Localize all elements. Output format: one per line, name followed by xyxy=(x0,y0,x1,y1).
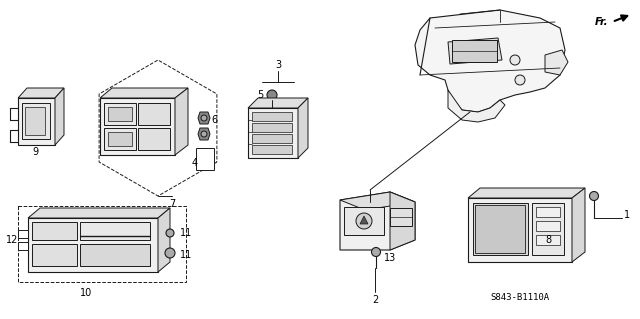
Bar xyxy=(18,230,28,238)
Polygon shape xyxy=(415,10,565,112)
Text: 13: 13 xyxy=(384,253,396,263)
Polygon shape xyxy=(248,108,298,158)
Text: 8: 8 xyxy=(545,235,551,245)
Polygon shape xyxy=(390,192,415,250)
Polygon shape xyxy=(100,88,188,98)
Polygon shape xyxy=(18,98,55,145)
Polygon shape xyxy=(198,112,210,124)
Bar xyxy=(104,103,136,125)
Bar xyxy=(80,244,150,266)
Text: 10: 10 xyxy=(80,288,92,298)
Polygon shape xyxy=(100,98,175,155)
Polygon shape xyxy=(448,90,505,122)
Bar xyxy=(452,40,497,62)
Text: 5: 5 xyxy=(257,90,263,100)
Text: 12: 12 xyxy=(6,235,18,245)
Bar xyxy=(532,203,564,255)
Circle shape xyxy=(589,191,598,201)
Polygon shape xyxy=(158,208,170,272)
Bar xyxy=(475,205,525,253)
Bar xyxy=(108,132,132,146)
Bar xyxy=(252,134,292,143)
Bar xyxy=(252,123,292,132)
Bar xyxy=(196,148,214,170)
Bar xyxy=(390,208,412,226)
Circle shape xyxy=(201,115,207,121)
Polygon shape xyxy=(298,98,308,158)
Polygon shape xyxy=(448,38,502,64)
Circle shape xyxy=(356,213,372,229)
Polygon shape xyxy=(28,208,170,218)
Polygon shape xyxy=(360,216,368,224)
Polygon shape xyxy=(468,188,585,198)
Polygon shape xyxy=(28,218,158,272)
Polygon shape xyxy=(572,188,585,262)
Bar xyxy=(104,128,136,150)
Bar xyxy=(22,103,50,139)
Bar xyxy=(252,145,292,154)
Text: 1: 1 xyxy=(624,210,630,220)
Text: 9: 9 xyxy=(32,147,38,157)
Bar xyxy=(536,221,560,231)
Text: 2: 2 xyxy=(372,295,378,305)
Bar xyxy=(536,207,560,217)
Bar xyxy=(473,203,528,255)
Circle shape xyxy=(371,248,381,256)
Circle shape xyxy=(165,248,175,258)
Bar xyxy=(18,206,186,282)
Bar xyxy=(32,244,77,266)
Polygon shape xyxy=(340,192,415,210)
Text: 11: 11 xyxy=(180,228,192,238)
Bar xyxy=(344,207,384,235)
Bar xyxy=(80,222,150,240)
Bar xyxy=(536,235,560,245)
Polygon shape xyxy=(198,128,210,140)
Bar xyxy=(108,107,132,121)
Text: 7: 7 xyxy=(169,199,175,209)
Text: 3: 3 xyxy=(275,60,281,70)
Circle shape xyxy=(267,90,277,100)
Polygon shape xyxy=(545,50,568,75)
Text: 6: 6 xyxy=(211,115,217,125)
Circle shape xyxy=(201,131,207,137)
Bar xyxy=(32,222,77,240)
Text: Fr.: Fr. xyxy=(595,17,608,27)
Polygon shape xyxy=(175,88,188,155)
Polygon shape xyxy=(340,192,415,250)
Circle shape xyxy=(510,55,520,65)
Text: 11: 11 xyxy=(180,250,192,260)
Bar xyxy=(18,242,28,250)
Bar xyxy=(138,103,170,125)
Text: S843-B1110A: S843-B1110A xyxy=(490,293,549,302)
Bar xyxy=(25,107,45,135)
Bar xyxy=(138,128,170,150)
Text: 4: 4 xyxy=(192,158,198,168)
Polygon shape xyxy=(248,98,308,108)
Polygon shape xyxy=(18,88,64,98)
Bar xyxy=(252,112,292,121)
Polygon shape xyxy=(55,88,64,145)
Circle shape xyxy=(166,229,174,237)
Polygon shape xyxy=(468,198,572,262)
Circle shape xyxy=(515,75,525,85)
